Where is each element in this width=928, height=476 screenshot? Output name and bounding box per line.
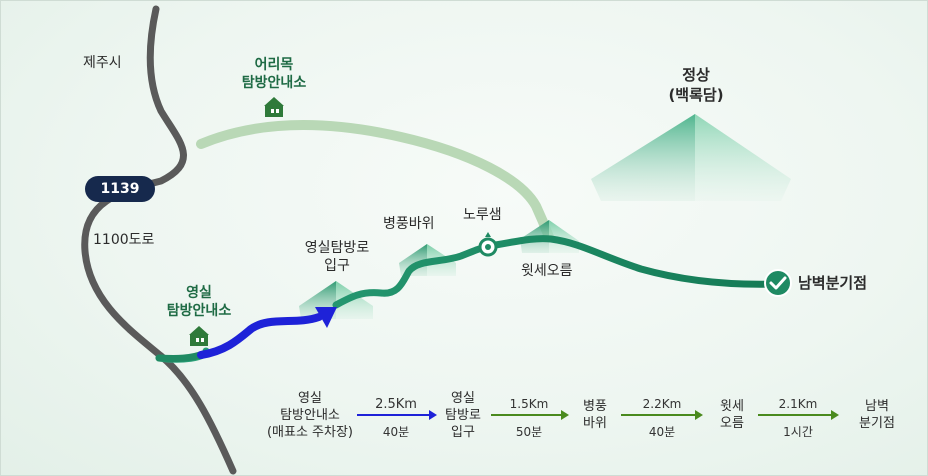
eorimok-line2: 탐방안내소 <box>241 75 307 91</box>
road-1100-label: 1100도로 <box>93 232 155 248</box>
eorimok-trail <box>196 120 554 242</box>
legend-stop-line1: 영실 <box>298 391 322 406</box>
jeju-city-label: 제주시 <box>83 55 122 71</box>
legend-stop-line1: 윗세 <box>720 399 744 414</box>
summit-mountain <box>591 114 791 201</box>
segment-time: 40분 <box>382 425 410 439</box>
eorimok-label: 어리목 탐방안내소 <box>229 56 319 92</box>
norusaem-label: 노루샘 <box>463 207 502 223</box>
house-icon <box>189 326 209 346</box>
legend-stop-line1: 병풍 <box>583 399 607 414</box>
legend-stop: 영실 탐방로 입구 <box>435 390 491 441</box>
segment-time: 50분 <box>515 425 543 439</box>
road-1139-badge: 1139 <box>85 176 155 202</box>
legend-stop-line2: 탐방로 <box>445 408 481 423</box>
segment-time: 1시간 <box>783 425 813 439</box>
road-1100 <box>81 5 237 475</box>
nambyeok-label: 남벽분기점 <box>798 274 868 292</box>
legend-stop-line2: 탐방안내소 <box>280 408 340 423</box>
legend-stop: 남벽 분기점 <box>847 398 907 432</box>
house-icon <box>264 97 284 117</box>
yeongsil-line2: 탐방안내소 <box>166 303 232 319</box>
legend-stop: 윗세 오름 <box>708 398 756 432</box>
witse-label: 윗세오름 <box>521 263 573 279</box>
segment-time: 40분 <box>648 425 676 439</box>
legend-arrows <box>357 410 839 420</box>
legend-stop-line3: 입구 <box>451 425 475 440</box>
legend-stop-line2: 오름 <box>720 416 744 431</box>
byeongpung-label: 병풍바위 <box>383 216 435 232</box>
yeongsil-center-label: 영실 탐방안내소 <box>154 284 244 320</box>
segment-distance: 2.5Km <box>375 397 417 412</box>
spring-marker-icon <box>478 232 498 257</box>
yeongsil-trail-entrance-label: 영실탐방로 입구 <box>287 239 387 275</box>
summit-line1: 정상 <box>682 66 710 84</box>
summit-line2: (백록담) <box>668 86 724 104</box>
eorimok-line1: 어리목 <box>254 57 294 73</box>
legend-stop-line3: (매표소 주차장) <box>266 425 354 440</box>
legend-stop-line2: 분기점 <box>859 416 895 431</box>
yeongsil-trail-line2: 입구 <box>324 258 350 274</box>
main-trail <box>155 235 780 363</box>
yeongsil-trail-line1: 영실탐방로 <box>304 240 370 256</box>
arrow-head-icon <box>315 307 337 328</box>
summit-label: 정상 (백록담) <box>651 65 741 105</box>
blue-trail-segment <box>197 313 323 359</box>
legend-stop-line1: 영실 <box>451 391 475 406</box>
legend-stop-line2: 바위 <box>583 416 607 431</box>
check-circle-icon <box>764 269 792 297</box>
yeongsil-peak <box>299 281 373 319</box>
segment-distance: 2.2Km <box>642 397 682 411</box>
segment-distance: 1.5Km <box>509 397 549 411</box>
segment-distance: 2.1Km <box>778 397 818 411</box>
legend-stop: 영실 탐방안내소 (매표소 주차장) <box>255 390 365 441</box>
legend-stop: 병풍 바위 <box>571 398 619 432</box>
legend-stop-line1: 남벽 <box>865 399 889 414</box>
yeongsil-line1: 영실 <box>186 285 212 301</box>
